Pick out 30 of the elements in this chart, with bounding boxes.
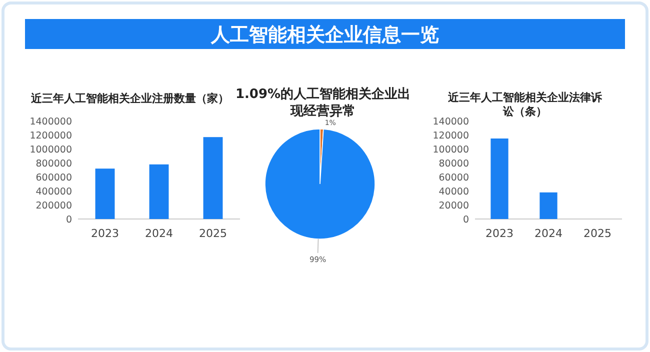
chart-title: 1.09%的人工智能相关企业出现经营异常 (235, 86, 411, 119)
bar (203, 137, 223, 219)
text: 人工智能相关企业信息一览 (210, 24, 439, 46)
pie-slice (264, 128, 376, 240)
chart-title: 近三年人工智能相关企业注册数量（家） (30, 92, 229, 105)
y-tick-label: 1400000 (30, 116, 72, 128)
y-tick-label: 80000 (438, 158, 469, 170)
y-tick-label: 60000 (438, 172, 469, 184)
y-tick-label: 120000 (432, 130, 469, 142)
bar (149, 164, 169, 219)
x-tick-label: 2024 (145, 227, 173, 240)
y-tick-label: 600000 (36, 172, 72, 184)
y-tick-label: 140000 (432, 116, 469, 128)
x-tick-label: 2025 (199, 227, 227, 240)
y-tick-label: 1200000 (30, 130, 72, 142)
y-tick-label: 1000000 (30, 144, 72, 156)
x-tick-label: 2023 (486, 227, 514, 240)
chart-title: 近三年人工智能相关企业法律诉讼（条） (447, 91, 603, 118)
y-tick-label: 20000 (438, 200, 469, 212)
y-tick-label: 40000 (438, 186, 469, 198)
y-tick-label: 0 (66, 214, 72, 226)
y-tick-label: 200000 (36, 200, 72, 212)
x-tick-label: 2023 (91, 227, 119, 240)
x-tick-label: 2025 (584, 227, 612, 240)
bar (95, 168, 115, 219)
y-tick-label: 400000 (36, 186, 72, 198)
x-tick-label: 2024 (534, 227, 562, 240)
y-tick-label: 100000 (432, 144, 469, 156)
y-tick-label: 0 (462, 214, 469, 226)
y-tick-label: 800000 (36, 158, 72, 170)
